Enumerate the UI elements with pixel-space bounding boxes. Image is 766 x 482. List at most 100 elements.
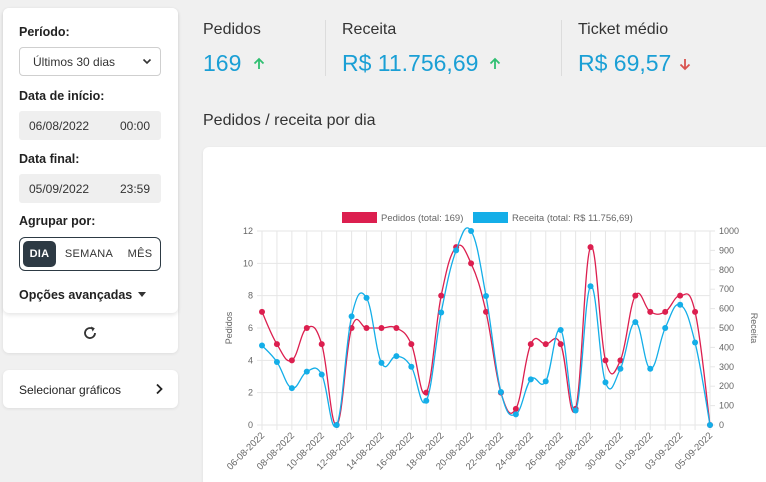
orders-data-point <box>617 357 624 364</box>
revenue-data-point <box>288 385 295 392</box>
orders-data-point <box>557 341 564 348</box>
kpi-avg-ticket-value: R$ 69,57 <box>578 50 672 76</box>
kpi-orders-value: 169 <box>203 50 242 76</box>
end-time-value: 23:59 <box>119 182 150 196</box>
y2-tick-label: 800 <box>719 265 734 275</box>
start-date-value: 06/08/2022 <box>29 119 90 133</box>
orders-data-point <box>483 308 489 315</box>
select-charts-button[interactable]: Selecionar gráficos <box>3 370 178 408</box>
refresh-icon[interactable] <box>82 325 98 341</box>
orders-data-point <box>692 308 699 315</box>
arrow-up-icon <box>253 57 265 69</box>
orders-revenue-chart: 0 2 4 6 8 10 12 0 100 200 300 400 500 600 700 800 900 100… <box>224 212 759 472</box>
revenue-data-point <box>453 247 460 254</box>
arrow-down-icon <box>679 59 691 71</box>
select-charts-label: Selecionar gráficos <box>19 383 122 397</box>
group-by-label: Agrupar por: <box>19 214 96 228</box>
kpi-divider <box>561 20 562 76</box>
orders-data-point <box>303 325 310 331</box>
orders-data-point <box>288 357 295 364</box>
orders-data-point <box>512 405 519 412</box>
chart-card: 0 2 4 6 8 10 12 0 100 200 300 400 500 600 700 800 900 100… <box>203 147 766 482</box>
revenue-data-point <box>527 376 534 383</box>
y-tick-label: 6 <box>248 323 253 333</box>
orders-data-point <box>677 292 684 299</box>
kpi-revenue-value: R$ 11.756,69 <box>342 50 479 76</box>
orders-data-point <box>378 325 385 331</box>
y-tick-label: 12 <box>243 226 253 236</box>
section-title: Pedidos / receita por dia <box>203 112 376 129</box>
orders-data-point <box>587 244 594 251</box>
revenue-data-point <box>423 397 430 404</box>
revenue-data-point <box>542 378 549 385</box>
y2-tick-label: 500 <box>719 323 734 333</box>
group-option-week[interactable]: SEMANA <box>64 248 114 260</box>
chevron-down-icon <box>142 58 152 65</box>
period-select[interactable]: Últimos 30 dias <box>19 47 161 76</box>
kpi-revenue-title: Receita <box>342 21 397 38</box>
y2-tick-label: 900 <box>719 245 734 255</box>
y2-tick-label: 600 <box>719 304 734 314</box>
group-by-toggle: DIA SEMANA MÊS <box>19 237 161 271</box>
y-axis-title: Pedidos <box>224 311 234 344</box>
orders-data-point <box>602 357 609 364</box>
revenue-data-point <box>692 339 699 346</box>
orders-data-point <box>423 389 430 396</box>
revenue-data-point <box>438 309 445 316</box>
revenue-data-point <box>348 313 355 320</box>
orders-data-point <box>393 325 400 331</box>
orders-data-point <box>542 341 549 348</box>
revenue-data-point <box>677 301 684 308</box>
y-tick-label: 8 <box>248 291 253 301</box>
orders-data-point <box>438 292 445 299</box>
legend-swatch <box>473 212 508 223</box>
revenue-data-point <box>662 325 669 331</box>
y-tick-label: 4 <box>248 355 253 365</box>
orders-data-point <box>408 341 415 348</box>
revenue-data-point <box>273 358 280 365</box>
revenue-data-point <box>393 353 400 360</box>
revenue-data-point <box>483 292 489 299</box>
chevron-right-icon <box>156 383 163 395</box>
revenue-data-point <box>617 365 624 372</box>
end-date-label: Data final: <box>19 152 80 166</box>
filters-card: Período: Últimos 30 dias Data de início:… <box>3 8 178 313</box>
revenue-data-point <box>378 359 385 366</box>
advanced-options-toggle[interactable]: Opções avançadas <box>19 288 147 302</box>
group-option-day[interactable]: DIA <box>23 241 56 267</box>
end-date-value: 05/09/2022 <box>29 182 90 196</box>
revenue-data-point <box>647 365 654 372</box>
revenue-data-point <box>557 326 564 333</box>
revenue-data-point <box>587 283 594 290</box>
kpi-avg-ticket-title: Ticket médio <box>578 21 669 38</box>
kpi-orders-title: Pedidos <box>203 21 261 38</box>
legend-swatch <box>342 212 377 223</box>
revenue-data-point <box>408 363 415 370</box>
group-option-month[interactable]: MÊS <box>127 248 153 260</box>
y2-tick-label: 0 <box>719 420 724 430</box>
revenue-data-point <box>512 411 519 418</box>
y2-tick-label: 200 <box>719 381 734 391</box>
period-label: Período: <box>19 25 70 39</box>
start-time-value: 00:00 <box>119 119 150 133</box>
caret-down-icon <box>138 292 147 297</box>
y-tick-label: 2 <box>248 388 253 398</box>
y2-tick-label: 1000 <box>719 226 739 236</box>
y2-tick-label: 300 <box>719 362 734 372</box>
orders-data-point <box>662 308 669 315</box>
y2-tick-label: 100 <box>719 401 734 411</box>
orders-data-point <box>259 308 265 315</box>
orders-data-point <box>647 308 654 315</box>
revenue-data-point <box>497 389 504 396</box>
revenue-data-point <box>259 342 265 349</box>
y-tick-label: 10 <box>243 258 253 268</box>
start-datetime-field[interactable]: 06/08/2022 00:00 <box>19 111 161 140</box>
revenue-data-point <box>363 294 370 301</box>
orders-data-point <box>527 341 534 348</box>
y-tick-label: 0 <box>248 420 253 430</box>
advanced-options-label: Opções avançadas <box>19 288 133 302</box>
orders-data-point <box>468 260 475 267</box>
start-date-label: Data de início: <box>19 89 105 103</box>
legend-label: Pedidos (total: 169) <box>381 213 463 224</box>
end-datetime-field[interactable]: 05/09/2022 23:59 <box>19 174 161 203</box>
